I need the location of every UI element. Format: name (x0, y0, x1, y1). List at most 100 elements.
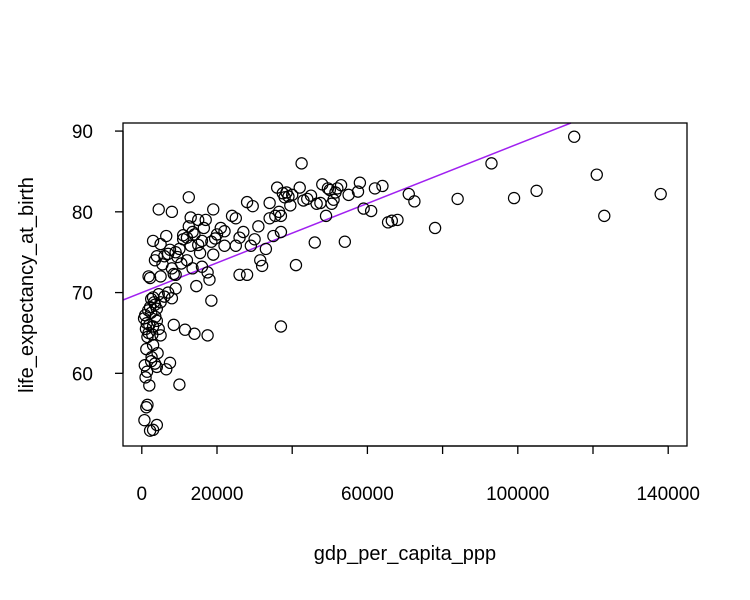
data-point (163, 356, 177, 370)
data-point (368, 182, 382, 195)
data-point (255, 259, 269, 273)
data-point (201, 266, 214, 279)
data-point (244, 239, 258, 252)
data-point (351, 185, 365, 198)
y-tick-label: 70 (72, 284, 93, 305)
data-point (182, 191, 195, 204)
data-point (145, 350, 158, 364)
data-point (184, 239, 197, 252)
data-point (150, 360, 164, 374)
data-point (240, 268, 254, 282)
data-point (319, 209, 333, 223)
data-point (188, 327, 201, 340)
data-point (207, 203, 220, 216)
data-point (140, 342, 153, 356)
data-point (233, 268, 246, 282)
x-tick-label: 140000 (636, 484, 699, 505)
data-point (402, 187, 415, 201)
x-tick-label: 20000 (191, 484, 244, 505)
data-point (507, 191, 521, 205)
data-point (150, 302, 164, 315)
data-point (598, 209, 611, 223)
data-point (590, 168, 603, 181)
data-point (165, 205, 179, 219)
data-point (357, 202, 370, 215)
data-point (451, 192, 464, 206)
data-point (167, 318, 180, 332)
data-point (150, 418, 164, 432)
data-point (154, 270, 167, 283)
data-point (274, 225, 288, 239)
data-point (267, 229, 280, 243)
data-point (408, 195, 421, 208)
data-point (152, 287, 165, 301)
data-point (184, 211, 197, 224)
x-tick-label: 60000 (341, 484, 394, 505)
data-point (169, 268, 182, 282)
x-axis-title: gdp_per_capita_ppp (314, 543, 496, 565)
data-point (530, 184, 543, 198)
data-point (229, 239, 242, 252)
data-point (334, 178, 348, 192)
data-point (568, 130, 581, 143)
data-point (199, 213, 212, 227)
data-point (286, 188, 299, 202)
data-point (274, 320, 288, 333)
data-point (154, 329, 167, 342)
data-point (142, 270, 155, 283)
data-point (308, 236, 321, 249)
data-point (207, 248, 220, 261)
x-tick-label: 0 (137, 484, 148, 505)
data-point (146, 234, 160, 248)
data-point (246, 199, 259, 213)
data-point (263, 196, 276, 210)
data-point (193, 246, 207, 260)
data-point (197, 221, 211, 235)
data-point (190, 279, 203, 293)
data-point (342, 188, 355, 202)
data-point (140, 365, 154, 378)
data-point (254, 254, 267, 267)
data-point (274, 209, 288, 223)
x-axis: 0 20000 60000 100000 140000 (137, 445, 700, 505)
data-point (195, 234, 209, 248)
data-point (186, 225, 199, 239)
data-point (150, 314, 164, 328)
data-point (289, 258, 303, 272)
data-point (214, 221, 227, 235)
data-point (376, 179, 389, 193)
data-point (248, 233, 261, 246)
y-axis: 60 70 80 90 (72, 122, 124, 385)
data-point (269, 209, 282, 223)
data-point (391, 213, 404, 227)
y-tick-label: 80 (72, 203, 93, 224)
data-point (152, 322, 165, 336)
data-point (338, 235, 352, 248)
data-point (218, 239, 231, 252)
data-point (203, 273, 216, 286)
data-point (327, 193, 340, 206)
data-point (428, 221, 442, 235)
data-point (138, 413, 151, 427)
data-point (141, 398, 154, 412)
data-point (152, 203, 165, 216)
data-point (485, 157, 498, 170)
data-point (158, 290, 171, 303)
data-point (151, 346, 164, 360)
data-point (139, 371, 152, 384)
data-point (364, 204, 378, 218)
y-axis-title: life_expectancy_at_birth (16, 177, 38, 393)
data-point (191, 238, 205, 252)
data-point (385, 214, 399, 227)
data-point (218, 225, 231, 238)
data-point (171, 250, 184, 264)
points-layer (137, 130, 667, 437)
data-point (143, 379, 156, 392)
y-tick-label: 60 (72, 364, 93, 385)
data-point (160, 363, 173, 376)
data-point (205, 294, 218, 307)
data-point (654, 187, 667, 201)
data-point (321, 182, 335, 195)
data-point (163, 243, 177, 256)
